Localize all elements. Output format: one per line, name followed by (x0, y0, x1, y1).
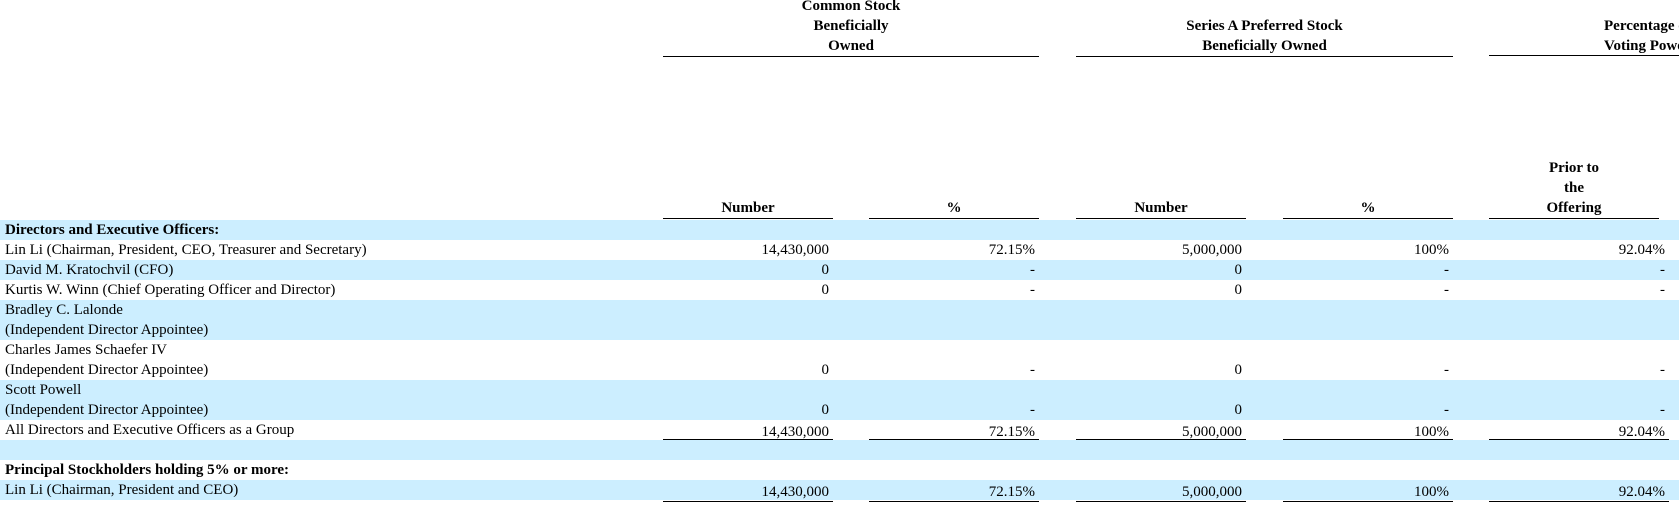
cell: 100% (1283, 422, 1453, 442)
row-label: Scott Powell (5, 382, 82, 398)
row-band (0, 480, 1679, 500)
cell: - (1030, 362, 1035, 378)
row-label: David M. Kratochvil (CFO) (5, 262, 174, 278)
row-label: Lin Li (Chairman, President, CEO, Treasu… (5, 242, 367, 258)
cell: - (1660, 262, 1665, 278)
cell: - (1030, 402, 1035, 418)
row-band (0, 260, 1679, 280)
column-header: % (869, 198, 1039, 219)
row-band (0, 220, 1679, 240)
group-header-line: Series A Preferred Stock (1186, 18, 1343, 34)
cell: 0 (1234, 402, 1243, 418)
cell: 92.04% (1489, 422, 1669, 442)
column-header-line: Number (1134, 200, 1188, 216)
cell: 14,430,000 (663, 422, 833, 442)
cell: 5,000,000 (1076, 482, 1246, 502)
row-label: Bradley C. Lalonde (5, 302, 123, 318)
cell: 0 (1234, 362, 1243, 378)
section-title: Directors and Executive Officers: (5, 222, 220, 238)
cell: - (1444, 262, 1449, 278)
group-header-line: Beneficially Owned (1202, 38, 1327, 54)
cell: 72.15% (988, 242, 1035, 258)
row-label: Charles James Schaefer IV (5, 342, 168, 358)
cell: 14,430,000 (663, 482, 833, 502)
row-band (0, 460, 1679, 480)
column-header-line: % (946, 200, 962, 216)
group-header: Percentage of Voting Power (1489, 16, 1679, 56)
cell: 14,430,000 (761, 242, 830, 258)
group-header-line: Beneficially (813, 18, 889, 34)
cell: 0 (821, 402, 830, 418)
cell: 100% (1283, 482, 1453, 502)
column-header: % (1283, 198, 1453, 219)
cell: 72.15% (869, 422, 1039, 442)
cell: - (1660, 282, 1665, 298)
column-header-line: Prior to (1548, 160, 1600, 176)
cell: - (1660, 402, 1665, 418)
cell: 5,000,000 (1182, 242, 1242, 258)
column-header-line: % (1360, 200, 1376, 216)
cell: 5,000,000 (1076, 422, 1246, 442)
column-header-line: the (1564, 180, 1584, 196)
cell: 72.15% (869, 482, 1039, 502)
row-band (0, 340, 1679, 380)
row-band (0, 380, 1679, 420)
cell: - (1444, 362, 1449, 378)
row-label: (Independent Director Appointee) (5, 362, 209, 378)
column-header-line: Offering (1546, 200, 1602, 216)
group-header-line: Common Stock (801, 0, 901, 14)
row-band (0, 440, 1679, 460)
section-title: Principal Stockholders holding 5% or mor… (5, 462, 290, 478)
row-label: (Independent Director Appointee) (5, 402, 209, 418)
row-label: All Directors and Executive Officers as … (5, 422, 295, 438)
cell: 0 (821, 362, 830, 378)
cell: 0 (821, 262, 830, 278)
row-band (0, 420, 1679, 440)
column-header: Number (663, 198, 833, 219)
cell: - (1444, 282, 1449, 298)
cell: - (1444, 402, 1449, 418)
group-header-line: Voting Power (1604, 38, 1679, 54)
cell: 100% (1414, 242, 1449, 258)
row-band (0, 240, 1679, 260)
group-header: Series A Preferred Stock Beneficially Own… (1076, 16, 1453, 57)
column-header: Number (1076, 198, 1246, 219)
row-label: Lin Li (Chairman, President and CEO) (5, 482, 239, 498)
row-label: Kurtis W. Winn (Chief Operating Officer … (5, 282, 336, 298)
cell: 0 (821, 282, 830, 298)
cell: - (1030, 262, 1035, 278)
cell: 92.04% (1618, 242, 1665, 258)
column-header: Prior to the Offering (1489, 158, 1659, 219)
cell: - (1030, 282, 1035, 298)
group-header: Common Stock Beneficially Owned (663, 0, 1039, 57)
row-label: (Independent Director Appointee) (5, 322, 209, 338)
cell: - (1660, 362, 1665, 378)
cell: 0 (1234, 262, 1243, 278)
row-band (0, 300, 1679, 340)
group-header-line: Percentage of (1604, 18, 1679, 34)
column-header-line: Number (721, 200, 775, 216)
row-band (0, 280, 1679, 300)
group-header-line: Owned (828, 38, 874, 54)
cell: 92.04% (1489, 482, 1669, 502)
cell: 0 (1234, 282, 1243, 298)
